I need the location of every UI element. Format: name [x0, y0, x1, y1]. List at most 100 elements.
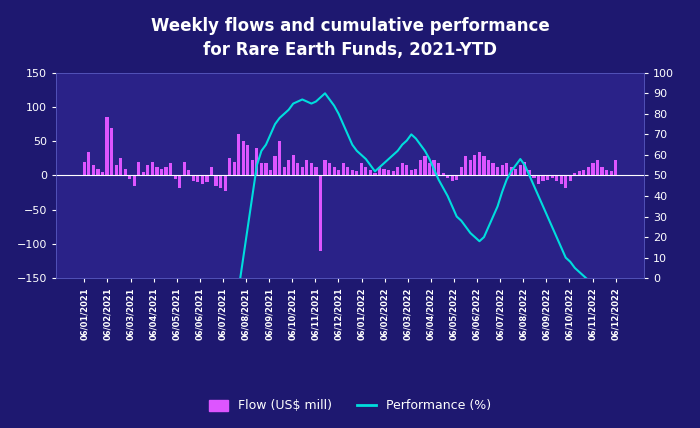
Bar: [201, 175, 204, 184]
Bar: [491, 163, 495, 175]
Bar: [323, 160, 327, 175]
Bar: [405, 165, 408, 175]
Bar: [256, 148, 258, 175]
Bar: [519, 165, 522, 175]
Bar: [514, 169, 517, 175]
Bar: [424, 156, 426, 175]
Bar: [319, 175, 322, 251]
Bar: [528, 170, 531, 175]
Bar: [587, 167, 590, 175]
Bar: [205, 175, 209, 182]
Bar: [510, 167, 513, 175]
Bar: [400, 163, 404, 175]
Bar: [524, 162, 526, 175]
Bar: [496, 167, 499, 175]
Bar: [428, 163, 431, 175]
Bar: [410, 170, 413, 175]
Bar: [269, 170, 272, 175]
Bar: [214, 175, 218, 186]
Bar: [251, 160, 254, 175]
Bar: [210, 167, 213, 175]
Bar: [287, 160, 290, 175]
Bar: [550, 175, 554, 178]
Bar: [196, 175, 200, 182]
Bar: [614, 160, 617, 175]
Bar: [174, 175, 176, 179]
Bar: [265, 163, 267, 175]
Bar: [532, 175, 536, 178]
Bar: [160, 169, 163, 175]
Bar: [582, 170, 585, 175]
Bar: [146, 165, 150, 175]
Bar: [469, 160, 472, 175]
Bar: [559, 175, 563, 184]
Bar: [564, 175, 567, 188]
Bar: [292, 155, 295, 175]
Bar: [97, 169, 99, 175]
Bar: [360, 163, 363, 175]
Bar: [451, 175, 454, 181]
Bar: [115, 165, 118, 175]
Bar: [237, 134, 240, 175]
Bar: [396, 167, 399, 175]
Bar: [246, 145, 249, 175]
Bar: [592, 163, 594, 175]
Bar: [537, 175, 540, 184]
Bar: [192, 175, 195, 181]
Bar: [601, 167, 603, 175]
Text: Weekly flows and cumulative performance
for Rare Earth Funds, 2021-YTD: Weekly flows and cumulative performance …: [150, 17, 550, 59]
Bar: [119, 158, 122, 175]
Bar: [88, 152, 90, 175]
Bar: [232, 162, 236, 175]
Bar: [310, 163, 313, 175]
Bar: [278, 141, 281, 175]
Bar: [283, 167, 286, 175]
Bar: [164, 167, 168, 175]
Bar: [369, 170, 372, 175]
Bar: [364, 167, 368, 175]
Bar: [414, 169, 417, 175]
Bar: [351, 170, 354, 175]
Bar: [610, 171, 612, 175]
Bar: [228, 158, 231, 175]
Bar: [169, 163, 172, 175]
Bar: [142, 172, 145, 175]
Bar: [241, 141, 245, 175]
Bar: [464, 156, 468, 175]
Bar: [101, 172, 104, 175]
Bar: [596, 160, 599, 175]
Bar: [568, 175, 572, 181]
Bar: [473, 155, 477, 175]
Bar: [487, 160, 490, 175]
Bar: [433, 160, 435, 175]
Bar: [151, 162, 154, 175]
Bar: [305, 160, 309, 175]
Bar: [128, 175, 132, 179]
Bar: [482, 156, 486, 175]
Bar: [223, 175, 227, 190]
Bar: [133, 175, 136, 186]
Bar: [555, 175, 558, 181]
Bar: [274, 156, 276, 175]
Bar: [92, 165, 95, 175]
Bar: [373, 173, 377, 175]
Bar: [346, 167, 349, 175]
Bar: [296, 163, 300, 175]
Bar: [187, 170, 190, 175]
Bar: [578, 171, 581, 175]
Bar: [328, 163, 331, 175]
Bar: [460, 167, 463, 175]
Bar: [155, 167, 159, 175]
Bar: [342, 163, 345, 175]
Bar: [541, 175, 545, 181]
Bar: [124, 169, 127, 175]
Bar: [505, 163, 508, 175]
Bar: [419, 160, 422, 175]
Bar: [301, 167, 304, 175]
Bar: [378, 167, 381, 175]
Bar: [455, 175, 458, 180]
Bar: [500, 165, 504, 175]
Bar: [178, 175, 181, 188]
Bar: [219, 175, 222, 188]
Bar: [260, 163, 263, 175]
